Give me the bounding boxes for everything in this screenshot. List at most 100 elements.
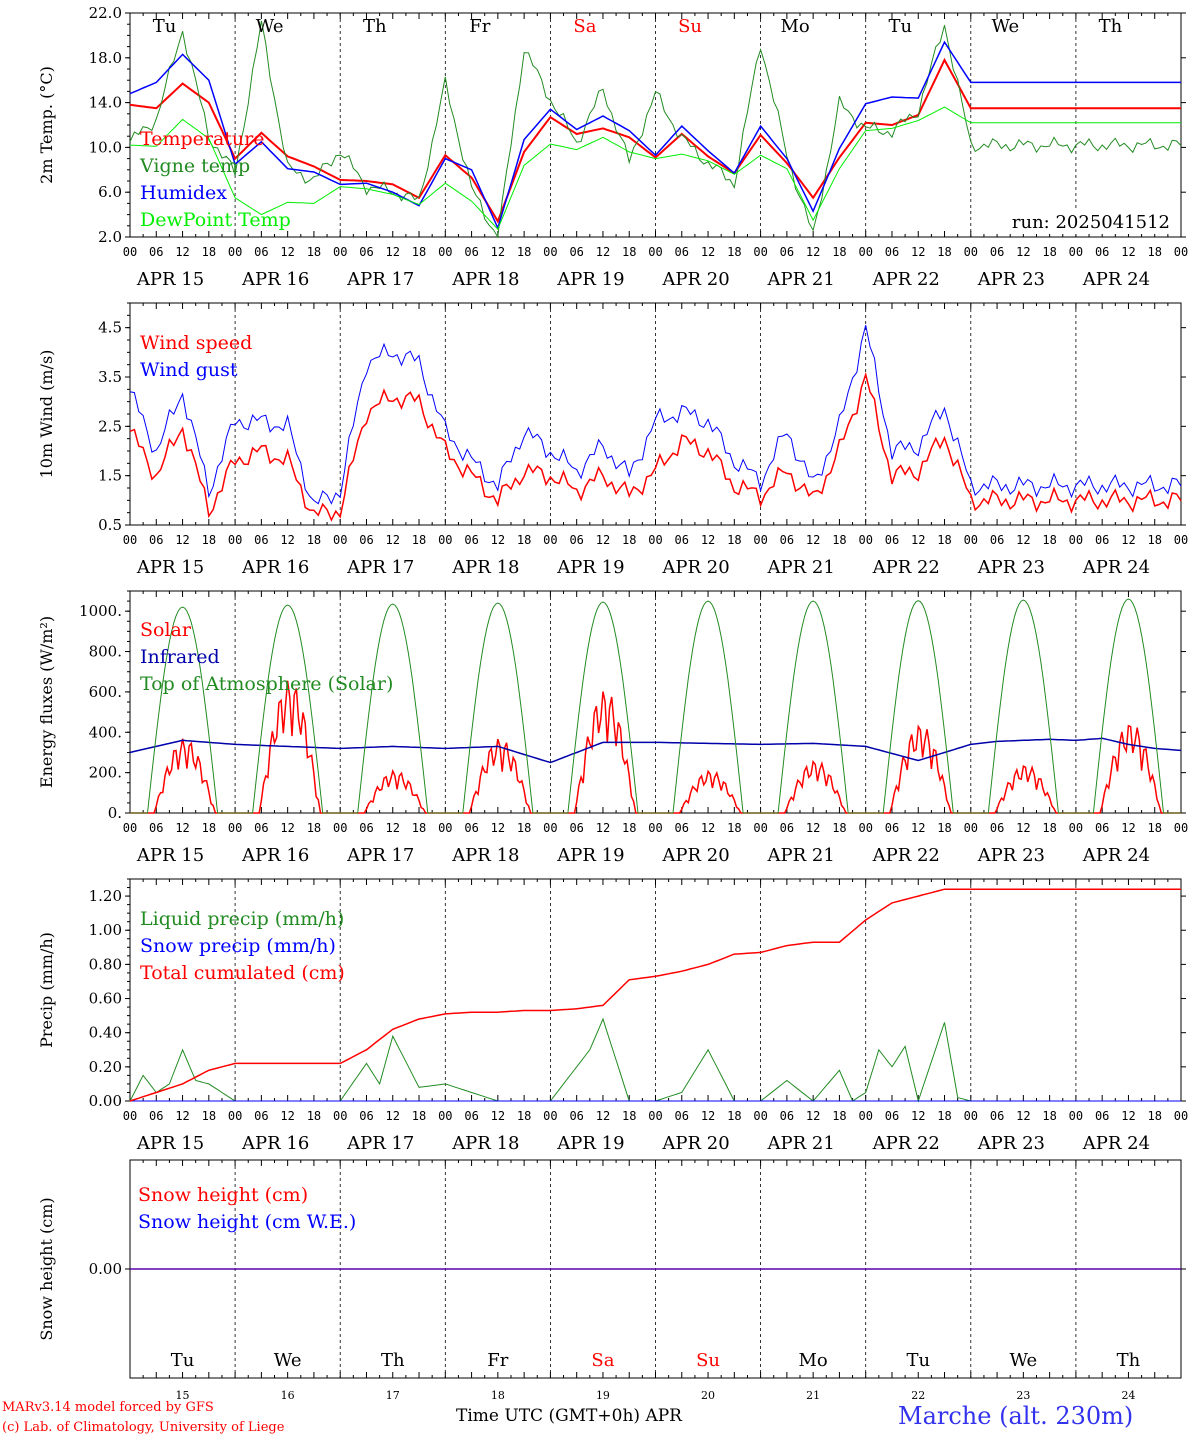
date-label: APR 17 [346, 1133, 414, 1154]
hour-label: 06 [675, 1109, 689, 1123]
hour-label: 06 [569, 533, 583, 547]
hour-label: 12 [596, 1109, 610, 1123]
hour-label: 00 [858, 533, 872, 547]
legend-entry: DewPoint Temp [140, 209, 291, 231]
hour-label: 00 [333, 533, 347, 547]
hour-label: 06 [1095, 821, 1109, 835]
weekday-label: We [274, 1350, 302, 1371]
hour-label: 12 [491, 533, 505, 547]
y-tick-label: 18.0 [89, 49, 122, 67]
legend-entry: Top of Atmosphere (Solar) [140, 673, 393, 695]
date-label: APR 19 [556, 845, 624, 866]
y-tick-label: 14.0 [89, 94, 122, 112]
hour-label: 18 [832, 821, 846, 835]
series-line-wind-gust [129, 325, 1182, 505]
y-axis-label: Snow height (cm) [37, 1197, 56, 1340]
hour-label: 00 [543, 821, 557, 835]
hour-label: 18 [517, 821, 531, 835]
hour-label: 00 [123, 821, 137, 835]
series-line-infrared [129, 737, 1182, 764]
series-line-temperature [129, 57, 1181, 224]
run-label-bg [988, 208, 1174, 234]
hour-label: 06 [149, 821, 163, 835]
hour-label: 00 [228, 245, 242, 259]
hour-label: 00 [648, 533, 662, 547]
hour-label: 00 [1069, 533, 1083, 547]
hour-label: 12 [386, 821, 400, 835]
hour-label: 18 [727, 821, 741, 835]
date-label: APR 17 [346, 269, 414, 290]
weekday-label: Mo [781, 16, 810, 37]
hour-label: 18 [937, 1109, 951, 1123]
hour-label: 12 [386, 1109, 400, 1123]
hour-label: 06 [569, 245, 583, 259]
date-label: APR 21 [767, 269, 835, 290]
weekday-label: Tu [153, 16, 177, 37]
hour-label: 12 [911, 1109, 925, 1123]
y-tick-label: 4.5 [98, 319, 122, 337]
weekday-label: Su [696, 1350, 720, 1371]
date-label: APR 24 [1082, 557, 1150, 578]
weekday-label: Fr [469, 16, 490, 37]
date-label: APR 20 [661, 1133, 729, 1154]
date-label: APR 24 [1082, 845, 1150, 866]
hour-label: 18 [307, 1109, 321, 1123]
weekday-label: Tu [171, 1350, 195, 1371]
hour-label: 12 [386, 533, 400, 547]
hour-label: 12 [701, 533, 715, 547]
legend-entry: Total cumulated (cm) [140, 962, 345, 984]
date-label: APR 16 [241, 557, 309, 578]
hour-label: 12 [1016, 821, 1030, 835]
y-tick-label: 0. [108, 804, 122, 822]
y-tick-label: 3.5 [98, 368, 122, 386]
day-number-label: 16 [281, 1389, 295, 1402]
hour-label: 00 [438, 533, 452, 547]
date-label: APR 22 [872, 845, 940, 866]
hour-label: 12 [280, 533, 294, 547]
hour-label: 12 [175, 821, 189, 835]
weekday-label: Su [678, 16, 702, 37]
hour-label: 00 [964, 821, 978, 835]
hour-label: 00 [1069, 821, 1083, 835]
hour-label: 18 [202, 245, 216, 259]
date-label: APR 15 [136, 845, 204, 866]
hour-label: 06 [675, 533, 689, 547]
hour-label: 06 [149, 1109, 163, 1123]
hour-label: 00 [1174, 533, 1188, 547]
hour-label: 06 [464, 245, 478, 259]
weekday-label: Tu [888, 16, 912, 37]
weekday-label: Th [363, 16, 387, 37]
hour-label: 18 [937, 821, 951, 835]
panel-wind: 0.5 1.5 2.5 3.5 4.5 10m Wind (m/s) 00 06 12 18 APR… [37, 302, 1188, 578]
date-label: APR 16 [241, 269, 309, 290]
y-tick-label: 1.5 [98, 467, 122, 485]
day-number-label: 23 [1016, 1389, 1030, 1402]
hour-label: 00 [648, 821, 662, 835]
hour-label: 00 [1069, 245, 1083, 259]
hour-label: 12 [280, 245, 294, 259]
hour-label: 18 [412, 245, 426, 259]
date-label: APR 15 [136, 557, 204, 578]
hour-label: 00 [1174, 821, 1188, 835]
hour-label: 00 [438, 1109, 452, 1123]
hour-label: 12 [1016, 245, 1030, 259]
hour-label: 00 [858, 245, 872, 259]
hour-label: 06 [569, 1109, 583, 1123]
hour-label: 06 [254, 245, 268, 259]
y-tick-label: 2.0 [98, 228, 122, 246]
hour-label: 00 [648, 1109, 662, 1123]
hour-label: 18 [202, 1109, 216, 1123]
hour-label: 12 [911, 533, 925, 547]
date-label: APR 17 [346, 557, 414, 578]
y-tick-label: 0.60 [89, 990, 122, 1008]
date-label: APR 16 [241, 845, 309, 866]
hour-label: 12 [596, 533, 610, 547]
hour-label: 06 [359, 1109, 373, 1123]
hour-label: 06 [359, 245, 373, 259]
y-axis-label: 2m Temp. (°C) [37, 66, 56, 184]
weekday-label: We [992, 16, 1020, 37]
legend-entry: Liquid precip (mm/h) [140, 908, 344, 930]
date-label: APR 22 [872, 557, 940, 578]
hour-label: 06 [359, 821, 373, 835]
hour-label: 06 [254, 533, 268, 547]
